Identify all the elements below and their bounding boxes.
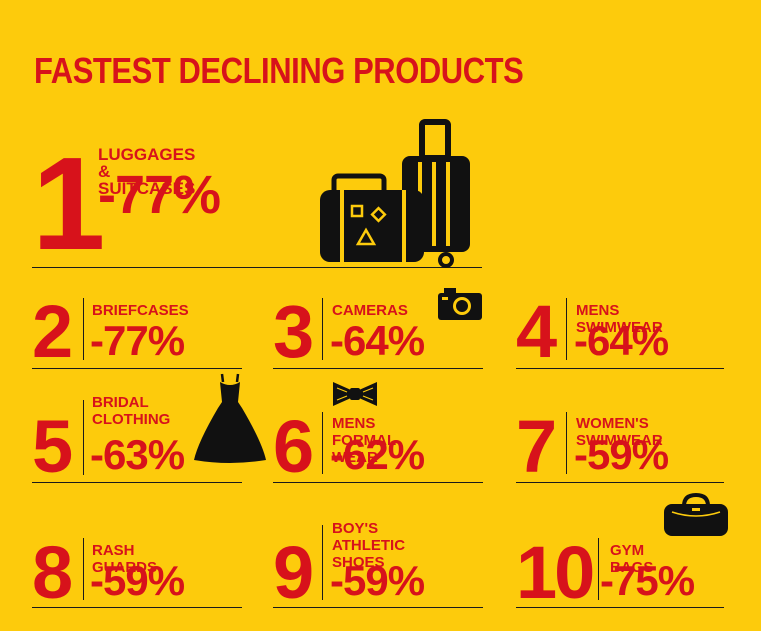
separator xyxy=(566,298,567,360)
product-name: BOY'S ATHLETIC SHOES xyxy=(332,520,406,571)
rank-number: 10 xyxy=(516,531,595,614)
divider xyxy=(273,368,483,369)
decline-value: -64% xyxy=(330,317,425,364)
divider xyxy=(32,267,482,268)
separator xyxy=(566,412,567,474)
divider xyxy=(516,368,724,369)
gym-bag-icon xyxy=(664,492,728,536)
product-name: CAMERAS xyxy=(332,302,408,319)
decline-value: -77% xyxy=(90,317,185,364)
separator xyxy=(322,525,323,600)
decline-value: -63% xyxy=(90,431,185,478)
decline-value: -75% xyxy=(600,557,695,604)
product-name: LUGGAGES & SUITCASES xyxy=(98,145,196,198)
divider xyxy=(32,368,242,369)
luggage-icon xyxy=(320,119,470,268)
product-name: MENS FORMAL WEAR xyxy=(332,415,396,466)
product-name: BRIDAL CLOTHING xyxy=(92,394,171,428)
product-name: BRIEFCASES xyxy=(92,302,189,319)
bow-tie-icon xyxy=(333,382,377,406)
divider xyxy=(516,482,724,483)
suitcase-icon xyxy=(320,173,424,262)
product-name: MENS SWIMWEAR xyxy=(576,302,663,336)
rank-number: 7 xyxy=(516,405,557,488)
camera-icon xyxy=(438,288,482,320)
separator xyxy=(598,538,599,600)
decline-value: -59% xyxy=(574,431,669,478)
rank-number: 1 xyxy=(32,130,105,277)
rank-number: 2 xyxy=(32,290,73,373)
divider xyxy=(32,482,242,483)
divider xyxy=(273,607,483,608)
separator xyxy=(322,412,323,474)
page-title: FASTEST DECLINING PRODUCTS xyxy=(34,50,524,91)
dress-icon xyxy=(194,373,266,463)
product-name: GYM BAGS xyxy=(610,542,654,576)
separator xyxy=(83,538,84,600)
rank-number: 5 xyxy=(32,405,73,488)
separator xyxy=(83,400,84,475)
divider xyxy=(32,607,242,608)
decline-value: -62% xyxy=(330,431,425,478)
separator xyxy=(322,298,323,360)
divider xyxy=(273,482,483,483)
rank-number: 8 xyxy=(32,531,73,614)
decline-value: -59% xyxy=(330,557,425,604)
rank-number: 9 xyxy=(273,531,314,614)
decline-value: -59% xyxy=(90,557,185,604)
product-name: WOMEN'S SWIMWEAR xyxy=(576,415,663,449)
rank-number: 6 xyxy=(273,405,314,488)
divider xyxy=(516,607,724,608)
rank-number: 3 xyxy=(273,290,314,373)
decline-value: -77% xyxy=(98,165,221,225)
separator xyxy=(83,298,84,360)
product-name: RASH GUARDS xyxy=(92,542,158,576)
rank-number: 4 xyxy=(516,290,557,373)
decline-value: -64% xyxy=(574,317,669,364)
